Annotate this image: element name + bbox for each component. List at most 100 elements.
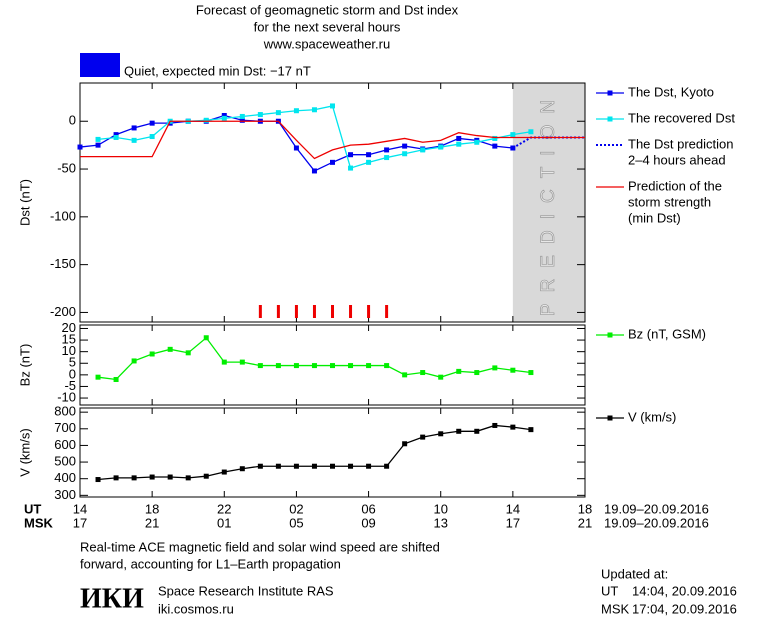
- x-tick-label-msk: 13: [433, 515, 447, 530]
- y-tick-label: -50: [57, 160, 76, 175]
- point: [221, 115, 227, 121]
- legend-label: Bz (nT, GSM): [628, 326, 706, 341]
- y-tick-label: 5: [69, 355, 76, 370]
- point: [239, 359, 245, 365]
- legend-point: [607, 90, 613, 96]
- institute: Space Research Institute RAS: [158, 583, 334, 598]
- prediction-band: [512, 83, 585, 322]
- point: [311, 363, 317, 369]
- x-tick-label: 02: [289, 501, 303, 516]
- x-tick-label: 14: [73, 501, 87, 516]
- point: [474, 139, 480, 145]
- point: [113, 376, 119, 382]
- point: [149, 351, 155, 357]
- point: [149, 474, 155, 480]
- y-tick-label: 0: [69, 366, 76, 381]
- y-tick-label: 800: [54, 404, 76, 419]
- point: [348, 152, 354, 158]
- point: [348, 463, 354, 469]
- y-tick-label: -100: [50, 208, 76, 223]
- point: [257, 463, 263, 469]
- y-axis-label: V (km/s): [17, 428, 32, 476]
- plot-frame: [79, 324, 586, 406]
- y-tick-label: 20: [62, 320, 76, 335]
- point: [348, 165, 354, 171]
- point: [528, 370, 534, 376]
- footer-note: forward, accounting for L1–Earth propaga…: [80, 556, 341, 571]
- y-tick-label: -5: [64, 378, 76, 393]
- y-tick-label: 700: [54, 420, 76, 435]
- point: [293, 363, 299, 369]
- updated-label: MSK: [601, 601, 630, 616]
- logo: ИКИ: [80, 583, 144, 614]
- point: [510, 132, 516, 138]
- title-line: Forecast of geomagnetic storm and Dst in…: [196, 2, 459, 17]
- point: [293, 108, 299, 114]
- legend-label: (min Dst): [628, 210, 681, 225]
- point: [113, 475, 119, 481]
- point: [275, 363, 281, 369]
- point: [149, 120, 155, 126]
- point: [420, 370, 426, 376]
- point: [311, 168, 317, 174]
- point: [456, 135, 462, 141]
- point: [384, 147, 390, 153]
- point: [185, 475, 191, 481]
- x-tick-label-msk: 21: [578, 515, 592, 530]
- point: [311, 463, 317, 469]
- y-tick-label: 0: [69, 113, 76, 128]
- point: [221, 359, 227, 365]
- point: [131, 475, 137, 481]
- point: [384, 363, 390, 369]
- point: [456, 428, 462, 434]
- legend-point: [607, 116, 613, 122]
- point: [330, 363, 335, 369]
- series-line: [80, 120, 585, 160]
- point: [420, 147, 426, 153]
- point: [384, 463, 390, 469]
- date-range: 19.09–20.09.2016: [604, 501, 709, 516]
- y-tick-label: 10: [62, 343, 76, 358]
- y-tick-label: -200: [50, 304, 76, 319]
- x-tick-label-msk: 17: [73, 515, 87, 530]
- point: [113, 134, 119, 140]
- point: [203, 473, 209, 479]
- point: [492, 422, 498, 428]
- point: [131, 137, 137, 143]
- y-axis-label: Dst (nT): [17, 179, 32, 226]
- updated-title: Updated at:: [601, 566, 668, 581]
- point: [456, 368, 462, 374]
- x-tick-label: 18: [578, 501, 592, 516]
- point: [492, 365, 498, 371]
- point: [185, 350, 191, 356]
- x-tick-label-msk: 05: [289, 515, 303, 530]
- status-text: Quiet, expected min Dst: −17 nT: [124, 63, 311, 78]
- point: [239, 466, 245, 472]
- x-tick-label: 18: [145, 501, 159, 516]
- x-tick-label: 10: [433, 501, 447, 516]
- point: [384, 155, 390, 161]
- y-tick-label: 15: [62, 332, 76, 347]
- point: [456, 141, 462, 147]
- point: [474, 370, 480, 376]
- x-tick-label: 14: [506, 501, 520, 516]
- x-tick-label-msk: 21: [145, 515, 159, 530]
- point: [131, 125, 137, 131]
- prediction-label: PREDICTION: [538, 89, 559, 316]
- legend-label: The recovered Dst: [628, 110, 735, 125]
- y-tick-label: 300: [54, 487, 76, 502]
- footer-note: Real-time ACE magnetic field and solar w…: [80, 539, 440, 554]
- point: [275, 463, 281, 469]
- title-line: www.spaceweather.ru: [263, 36, 390, 51]
- point: [528, 427, 534, 433]
- updated-time: 14:04, 20.09.2016: [632, 583, 737, 598]
- x-tick-label: 22: [217, 501, 231, 516]
- point: [348, 363, 354, 369]
- plot-frame: [79, 82, 586, 323]
- point: [402, 143, 408, 149]
- point: [167, 346, 173, 352]
- point: [402, 151, 408, 157]
- point: [77, 144, 83, 150]
- title-line: for the next several hours: [254, 19, 401, 34]
- series-line: [97, 424, 531, 481]
